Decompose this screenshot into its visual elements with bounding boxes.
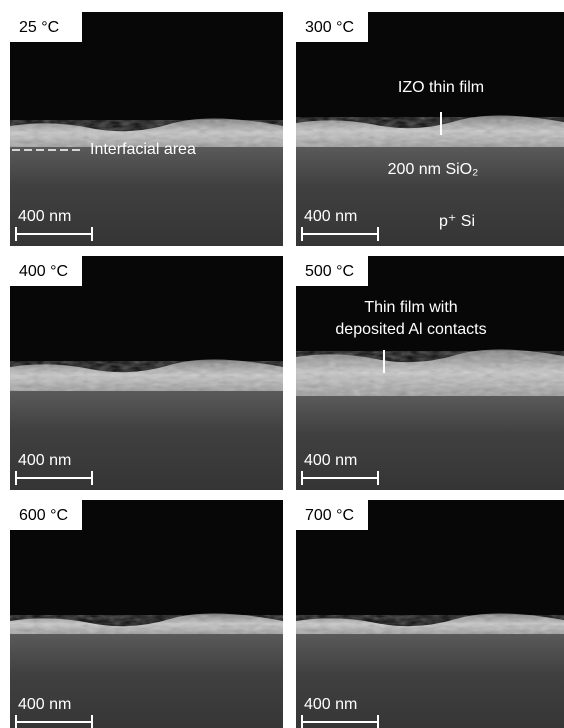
film-texture bbox=[10, 361, 283, 391]
film-texture bbox=[296, 117, 564, 147]
substrate bbox=[296, 634, 564, 728]
film-texture bbox=[296, 615, 564, 634]
scale-label: 400 nm bbox=[18, 696, 71, 713]
film-texture bbox=[296, 351, 564, 396]
panel-label: 700 °C bbox=[305, 507, 354, 524]
panel-label: 300 °C bbox=[305, 19, 354, 36]
substrate bbox=[10, 391, 283, 490]
annotation: Thin film with bbox=[364, 299, 457, 316]
annotation: p⁺ Si bbox=[439, 213, 475, 230]
sem-panel: 400 °C 400 nm bbox=[10, 256, 283, 490]
scale-label: 400 nm bbox=[18, 208, 71, 225]
annotation: deposited Al contacts bbox=[335, 321, 486, 338]
panel-label: 500 °C bbox=[305, 263, 354, 280]
scale-label: 400 nm bbox=[304, 696, 357, 713]
scale-label: 400 nm bbox=[304, 208, 357, 225]
substrate bbox=[10, 634, 283, 728]
panel-label: 400 °C bbox=[19, 263, 68, 280]
scale-label: 400 nm bbox=[304, 452, 357, 469]
substrate bbox=[296, 396, 564, 490]
sem-panel: 300 °C 400 nm IZO thin film 200 nm SiO₂ p⁺ S… bbox=[296, 12, 564, 246]
annotation: Interfacial area bbox=[90, 141, 196, 158]
annotation: 200 nm SiO₂ bbox=[388, 161, 479, 178]
sem-panel: 700 °C 400 nm bbox=[296, 500, 564, 728]
film-texture bbox=[10, 615, 283, 634]
panel-label: 600 °C bbox=[19, 507, 68, 524]
figure: 25 °C 400 nm Interfacial area 300 °C 400 nm I… bbox=[0, 0, 564, 728]
sem-panel: 600 °C 400 nm bbox=[10, 500, 283, 728]
annotation: IZO thin film bbox=[398, 79, 484, 96]
scale-label: 400 nm bbox=[18, 452, 71, 469]
sem-panel: 25 °C 400 nm Interfacial area bbox=[10, 12, 283, 246]
panel-label: 25 °C bbox=[19, 19, 59, 36]
substrate bbox=[10, 147, 283, 246]
sem-panel: 500 °C 400 nm Thin film with deposited Al c… bbox=[296, 256, 564, 490]
